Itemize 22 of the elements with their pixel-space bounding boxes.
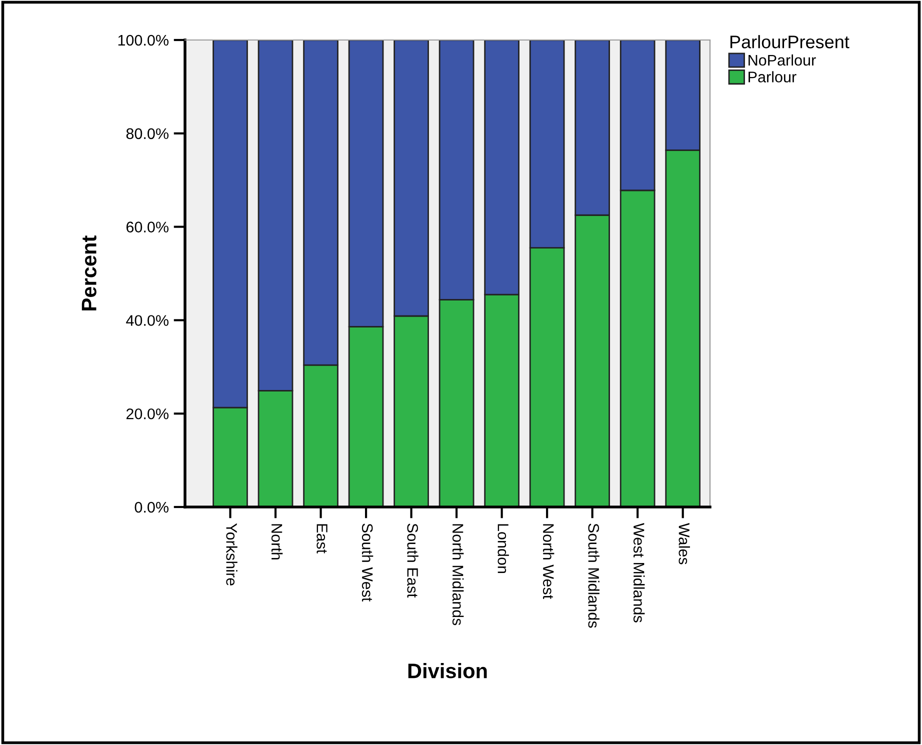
y-tick-label: 100.0% [118,34,168,46]
x-tick-label: Yorkshire [226,523,238,586]
x-tick-label: London [498,524,509,573]
y-tick-label: 60.0% [126,222,168,232]
y-tick-label: 20.0% [126,408,168,420]
y-axis-title: Percent [82,236,96,310]
y-tick-label: 40.0% [126,315,168,326]
y-tick-label: 0.0% [134,502,168,513]
legend-label: NoParlour [748,54,816,66]
x-tick-label: North Midlands [452,524,464,626]
x-tick-label: North [271,524,283,560]
x-tick-label: North West [542,524,554,599]
x-tick-label: Wales [678,523,690,564]
x-tick-label: West Midlands [633,523,645,622]
x-axis-title: Division [408,663,487,678]
y-tick-label: 80.0% [126,128,168,140]
legend-title: ParlourPresent [730,35,850,48]
x-tick-label: South West [362,524,374,602]
x-tick-label: East [316,524,328,554]
x-tick-label: South East [407,524,418,598]
x-tick-label: South Midlands [588,524,600,628]
legend-label: Parlour [748,71,796,82]
